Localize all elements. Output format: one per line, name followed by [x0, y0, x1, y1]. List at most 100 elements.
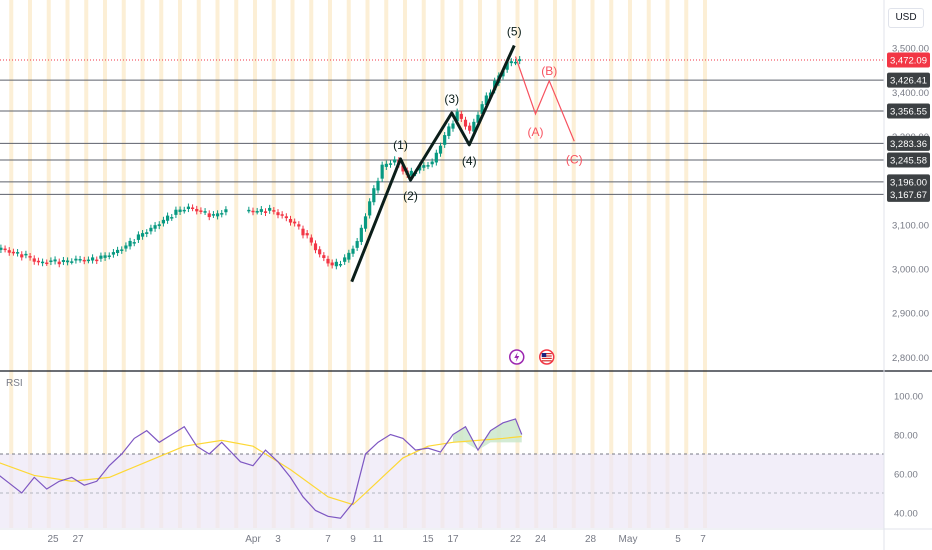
- candle-body: [36, 260, 41, 263]
- time-tick-label: 7: [325, 534, 331, 545]
- rsi-tick-label: 80.00: [894, 431, 918, 442]
- lightning-icon-bolt: [514, 352, 520, 362]
- time-tick-label: 11: [373, 534, 384, 545]
- us-flag-icon[interactable]: [539, 349, 555, 365]
- wave-label: (4): [462, 154, 477, 168]
- price-tick-label: 3,500.00: [892, 44, 929, 55]
- candle-body: [388, 163, 393, 165]
- session-band: [628, 0, 632, 528]
- candle-body: [326, 258, 330, 264]
- candle-body: [322, 255, 326, 258]
- candle-body: [174, 209, 178, 215]
- candle-body: [207, 213, 211, 218]
- level-price-label-text: 3,356.55: [890, 107, 927, 118]
- candle-body: [268, 207, 272, 211]
- session-band: [346, 0, 351, 528]
- impulse-wave-line[interactable]: [350, 44, 516, 283]
- session-band: [365, 0, 370, 528]
- rsi-tick-label: 100.00: [894, 392, 923, 403]
- candle-body: [45, 262, 49, 265]
- candle-body: [247, 209, 251, 212]
- last-price-label-box: [887, 52, 930, 68]
- session-band: [515, 0, 520, 528]
- session-band: [684, 0, 689, 528]
- candle-body: [368, 201, 372, 216]
- time-tick-label: 27: [72, 534, 84, 545]
- candle-body: [434, 152, 438, 163]
- session-band: [121, 0, 126, 528]
- candle-body: [136, 234, 141, 240]
- level-price-label-box: [887, 174, 930, 190]
- elliott-wave-drawings[interactable]: (1) (2) (3) (4) (5) (A) (B) (C): [350, 24, 583, 283]
- candle-body: [103, 255, 107, 258]
- session-band: [403, 0, 407, 528]
- rsi-band: [0, 454, 884, 528]
- event-icons[interactable]: [509, 349, 555, 365]
- candle-body: [11, 251, 16, 254]
- candle-body: [301, 228, 305, 236]
- candle-body: [95, 259, 99, 262]
- price-tick-label: 3,000.00: [892, 264, 929, 275]
- last-price-label-text: 3,472.09: [890, 55, 927, 66]
- wave-label: (1): [393, 138, 408, 152]
- price-labels: 3,426.41 3,356.55 3,283.36 3,245.58 3,196.00…: [887, 52, 930, 202]
- us-flag-icon-canton: [541, 353, 547, 357]
- candle-body: [284, 216, 288, 219]
- candle-body: [318, 249, 322, 255]
- candle-body: [384, 163, 388, 167]
- candle-body: [259, 209, 263, 212]
- candle-body: [215, 213, 220, 217]
- candle-body: [401, 165, 405, 172]
- candle-body: [20, 254, 24, 258]
- time-tick-label: Apr: [245, 534, 261, 545]
- session-band: [159, 0, 164, 528]
- candle-body: [132, 242, 136, 244]
- candle-body: [99, 255, 103, 259]
- rsi-line: [0, 418, 523, 519]
- session-band: [328, 0, 332, 528]
- currency-label[interactable]: USD: [888, 8, 924, 28]
- candle-body: [107, 255, 111, 257]
- us-flag-icon-stripe: [541, 360, 552, 362]
- candle-body: [459, 113, 463, 119]
- candle-body: [195, 208, 199, 212]
- level-price-label-text: 3,196.00: [890, 177, 927, 188]
- session-band: [46, 0, 51, 528]
- candle-body: [455, 111, 459, 122]
- candle-body: [509, 61, 513, 64]
- session-band: [459, 0, 464, 528]
- candle-body: [293, 221, 297, 224]
- candle-body: [343, 257, 347, 262]
- candle-body: [276, 212, 280, 216]
- time-tick-label: 7: [700, 534, 706, 545]
- correction-wave-line[interactable]: [514, 56, 575, 142]
- candle-body: [438, 145, 443, 154]
- candle-body: [3, 248, 7, 251]
- candle-body: [430, 161, 434, 165]
- candle-body: [359, 227, 363, 242]
- session-band: [9, 0, 14, 528]
- candle-body: [211, 214, 216, 216]
- us-flag-icon-stripe: [541, 353, 552, 355]
- session-bands: [9, 0, 707, 528]
- candle-body: [170, 217, 174, 219]
- candle-body: [28, 256, 32, 258]
- session-band: [84, 0, 89, 528]
- candle-body: [505, 62, 509, 70]
- session-band: [290, 0, 295, 528]
- candle-body: [111, 252, 116, 255]
- session-band: [384, 0, 389, 528]
- candle-body: [61, 260, 66, 262]
- price-tick-label: 3,400.00: [892, 88, 929, 99]
- lightning-icon[interactable]: [509, 349, 525, 365]
- session-band: [478, 0, 482, 528]
- candle-body: [468, 125, 472, 131]
- candle-body: [57, 261, 61, 265]
- candle-body: [115, 249, 120, 253]
- us-flag-icon-stripe: [541, 355, 552, 357]
- candle-body: [0, 247, 3, 250]
- candle-body: [334, 261, 338, 267]
- currency-text: USD: [895, 12, 917, 23]
